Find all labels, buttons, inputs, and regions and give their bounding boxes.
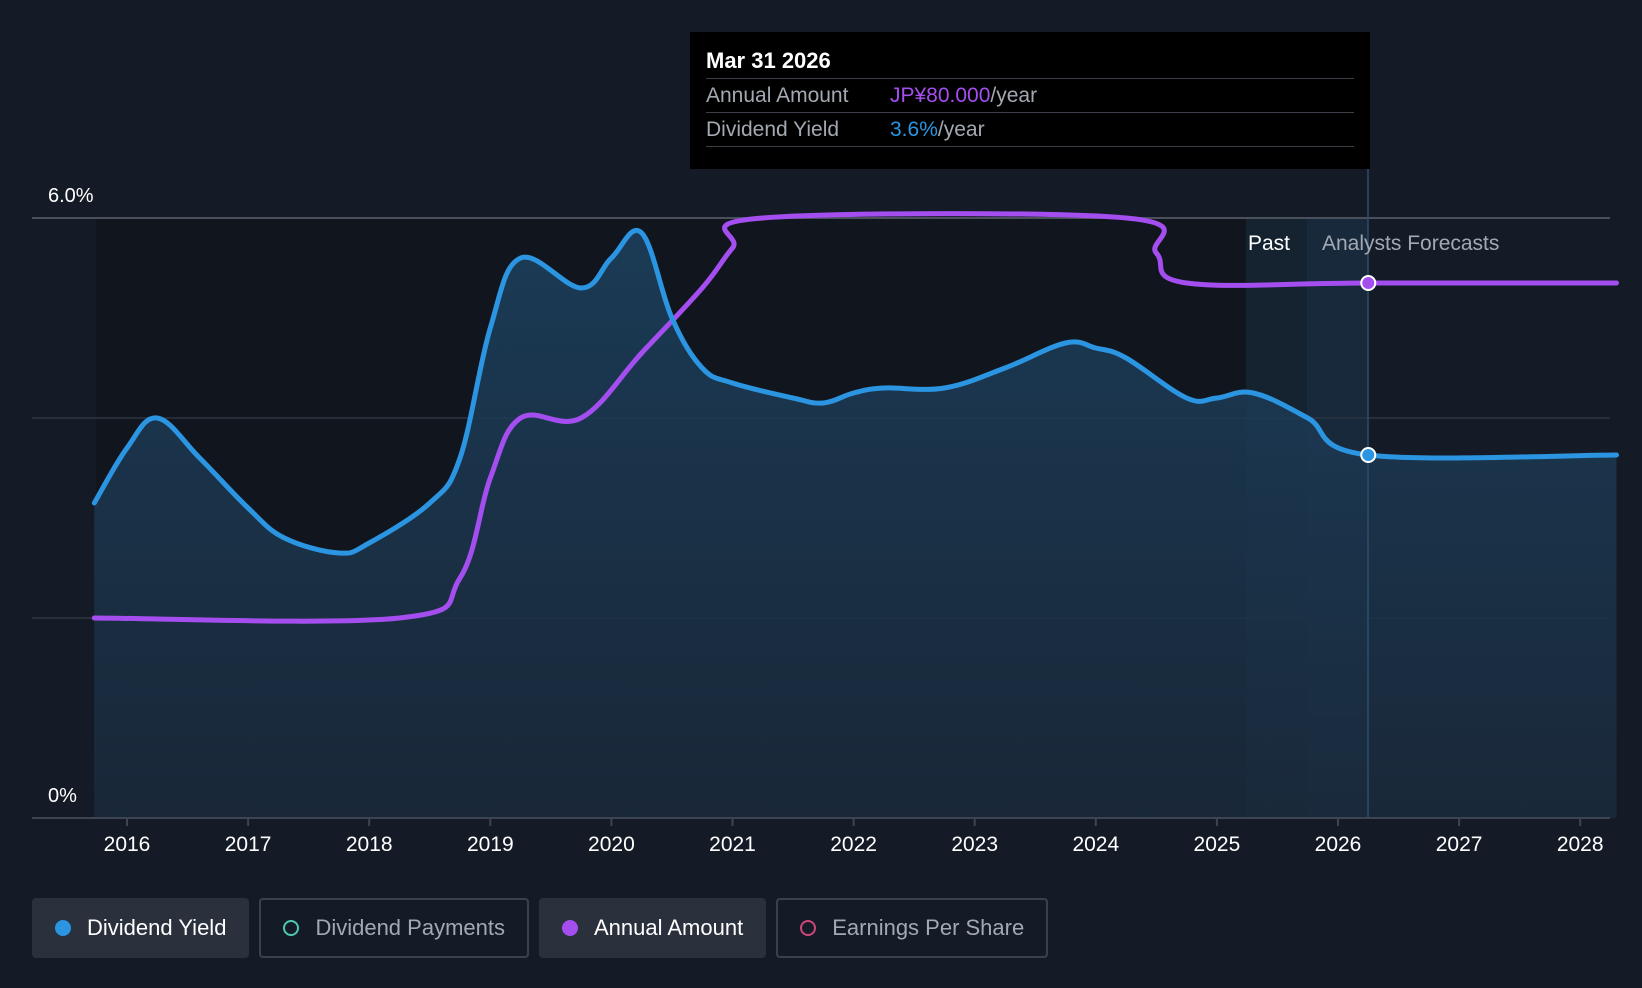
- tooltip-dividend-yield-value: 3.6%: [890, 118, 938, 141]
- x-tick-label: 2019: [467, 833, 514, 856]
- dividend-yield-marker[interactable]: [1360, 447, 1377, 463]
- legend-earnings-per-share[interactable]: Earnings Per Share: [776, 898, 1049, 958]
- tooltip-annual-amount-unit: /year: [990, 84, 1038, 107]
- legend-dividend-payments[interactable]: Dividend Payments: [259, 898, 529, 958]
- tooltip-annual-amount-value: JP¥80.000: [890, 84, 991, 107]
- annual-amount-line: [91, 211, 1619, 624]
- dividend-yield-area: [94, 230, 1617, 818]
- x-tick-label: 2024: [1072, 833, 1119, 856]
- x-tick-label: 2016: [104, 833, 151, 856]
- dividend-payments-ring-icon: [283, 920, 300, 936]
- x-tick-label: 2021: [709, 833, 756, 856]
- y-tick-label: 6.0%: [48, 185, 94, 207]
- tooltip-date: Mar 31 2026: [706, 46, 1354, 79]
- x-tick-label: 2028: [1557, 833, 1604, 856]
- tooltip-annual-amount-row: Annual Amount JP¥80.000 /year: [706, 79, 1354, 113]
- x-tick-label: 2023: [951, 833, 998, 856]
- tooltip-dividend-yield-row: Dividend Yield 3.6% /year: [706, 113, 1354, 147]
- tooltip: Mar 31 2026 Annual Amount JP¥80.000 /yea…: [690, 32, 1370, 169]
- x-tick-label: 2026: [1315, 833, 1362, 856]
- x-tick-label: 2020: [588, 833, 635, 856]
- x-tick-label: 2025: [1194, 833, 1241, 856]
- legend: Dividend Yield Dividend Payments Annual …: [32, 898, 1049, 958]
- annual-amount-marker[interactable]: [1360, 275, 1377, 291]
- forecast-label: Analysts Forecasts: [1322, 232, 1499, 255]
- x-tick-label: 2018: [346, 833, 393, 856]
- earnings-per-share-ring-icon: [800, 920, 817, 936]
- dividend-yield-line: [91, 228, 1619, 556]
- legend-annual-amount[interactable]: Annual Amount: [538, 898, 767, 958]
- x-tick-label: 2022: [830, 833, 877, 856]
- legend-dividend-yield-label: Dividend Yield: [87, 915, 227, 940]
- legend-earnings-per-share-label: Earnings Per Share: [832, 915, 1025, 940]
- legend-dividend-yield[interactable]: Dividend Yield: [32, 898, 250, 958]
- legend-annual-amount-label: Annual Amount: [593, 915, 744, 940]
- tooltip-dividend-yield-unit: /year: [937, 118, 985, 141]
- dividend-yield-dot-icon: [55, 920, 71, 936]
- tooltip-dividend-yield-label: Dividend Yield: [706, 118, 840, 141]
- tooltip-annual-amount-label: Annual Amount: [706, 84, 849, 107]
- legend-dividend-payments-label: Dividend Payments: [315, 915, 505, 940]
- x-tick-label: 2017: [225, 833, 272, 856]
- y-tick-label: 0%: [48, 785, 77, 807]
- annual-amount-dot-icon: [561, 920, 578, 936]
- past-label: Past: [1248, 232, 1290, 255]
- x-tick-label: 2027: [1436, 833, 1483, 856]
